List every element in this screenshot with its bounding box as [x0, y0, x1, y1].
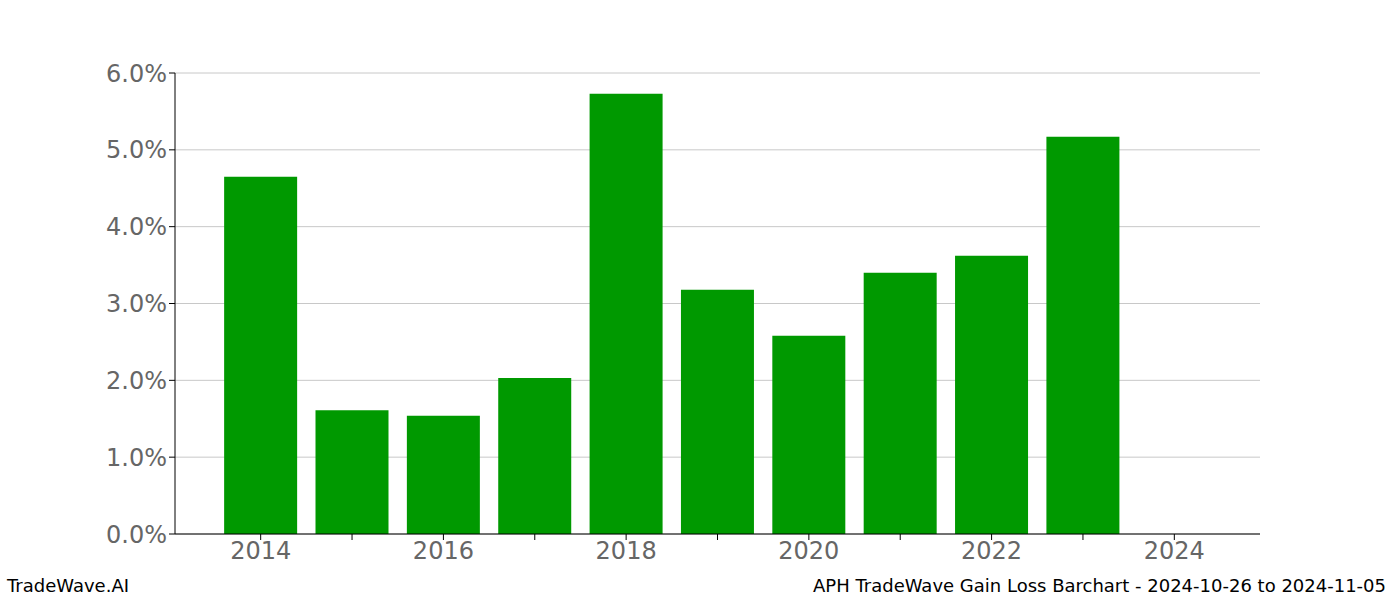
svg-text:2018: 2018: [596, 537, 657, 565]
svg-text:2014: 2014: [230, 537, 291, 565]
html-text:TradeWave.AI: TradeWave.AI: [7, 575, 129, 596]
svg-text:0.0%: 0.0%: [106, 521, 167, 549]
svg-text:2016: 2016: [413, 537, 474, 565]
svg-text:2020: 2020: [778, 537, 839, 565]
svg-text:2022: 2022: [961, 537, 1022, 565]
svg-text:2024: 2024: [1144, 537, 1205, 565]
svg-text:1.0%: 1.0%: [106, 444, 167, 472]
html-text:APH TradeWave Gain Loss Barcha: APH TradeWave Gain Loss Barchart - 2024-…: [813, 575, 1386, 596]
svg-text:3.0%: 3.0%: [106, 290, 167, 318]
svg-text:4.0%: 4.0%: [106, 213, 167, 241]
svg-text:2.0%: 2.0%: [106, 367, 167, 395]
svg-text:5.0%: 5.0%: [106, 136, 167, 164]
svg-text:6.0%: 6.0%: [106, 60, 167, 88]
